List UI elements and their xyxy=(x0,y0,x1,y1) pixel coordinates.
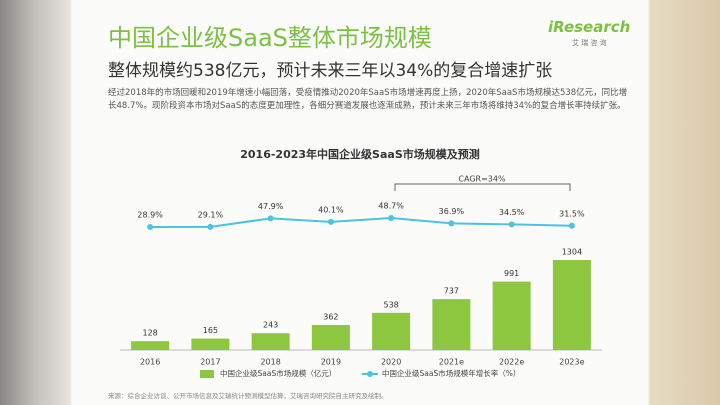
bar xyxy=(131,341,170,350)
bar xyxy=(311,325,350,350)
cagr-bracket xyxy=(394,183,571,191)
legend-label: 中国企业级SaaS市场规模（亿元） xyxy=(220,368,336,378)
bar-label: 737 xyxy=(444,287,459,296)
bar xyxy=(191,338,230,350)
growth-label: 31.5% xyxy=(559,209,585,218)
growth-point xyxy=(388,215,395,221)
bar xyxy=(251,333,290,350)
growth-point xyxy=(147,223,154,230)
bar xyxy=(432,299,471,350)
growth-label: 40.1% xyxy=(318,205,344,214)
growth-point xyxy=(327,218,334,225)
growth-point xyxy=(207,223,214,230)
growth-point xyxy=(448,220,455,227)
bar-label: 538 xyxy=(383,300,398,309)
x-tick-label: 2023e xyxy=(559,358,584,367)
growth-point xyxy=(267,215,274,222)
bar xyxy=(552,260,591,350)
x-tick-label: 2021e xyxy=(439,358,464,367)
growth-line xyxy=(150,216,572,228)
slide-title: 中国企业级SaaS整体市场规模 xyxy=(108,24,432,52)
x-tick-label: 2018 xyxy=(260,358,280,367)
legend-swatch xyxy=(367,371,373,377)
logo-sub: 艾 瑞 咨 询 xyxy=(572,39,607,47)
growth-label: 47.9% xyxy=(258,202,284,211)
source: 来源：综合企业访谈、公开市场信息及艾瑞统计预测模型估算，艾瑞咨询研究院自主研究及… xyxy=(108,392,388,400)
growth-label: 36.9% xyxy=(439,207,465,216)
legend-swatch xyxy=(200,370,214,378)
x-tick-label: 2020 xyxy=(381,358,401,367)
growth-label: 48.7% xyxy=(378,202,404,211)
logo: iResearch xyxy=(548,18,631,36)
annotation: CAGR=34% xyxy=(458,175,506,184)
growth-point xyxy=(508,221,515,228)
bar-label: 362 xyxy=(323,313,338,322)
growth-label: 28.9% xyxy=(137,210,163,219)
legend-label: 中国企业级SaaS市场规模年增长率（%） xyxy=(382,368,520,378)
x-tick-label: 2016 xyxy=(140,358,160,367)
description: 经过2018年的市场回暖和2019年增速小幅回落，受疫情推动2020年SaaS市… xyxy=(108,88,628,111)
bar-label: 1304 xyxy=(562,248,582,257)
x-tick-label: 2019 xyxy=(321,358,341,367)
bar-label: 128 xyxy=(142,329,157,338)
bar-label: 243 xyxy=(263,321,278,330)
bar-label: 991 xyxy=(504,269,519,278)
bar xyxy=(372,312,411,350)
slide-subtitle: 整体规模约538亿元，预计未来三年以34%的复合增速扩张 xyxy=(108,61,553,81)
bar-label: 165 xyxy=(203,326,218,335)
chart-title: 2016-2023年中国企业级SaaS市场规模及预测 xyxy=(240,147,480,161)
x-tick-label: 2017 xyxy=(200,358,220,367)
bar xyxy=(492,281,531,350)
growth-label: 34.5% xyxy=(499,208,525,217)
growth-point xyxy=(568,222,575,229)
x-tick-label: 2022e xyxy=(499,358,524,367)
growth-label: 29.1% xyxy=(198,210,224,219)
